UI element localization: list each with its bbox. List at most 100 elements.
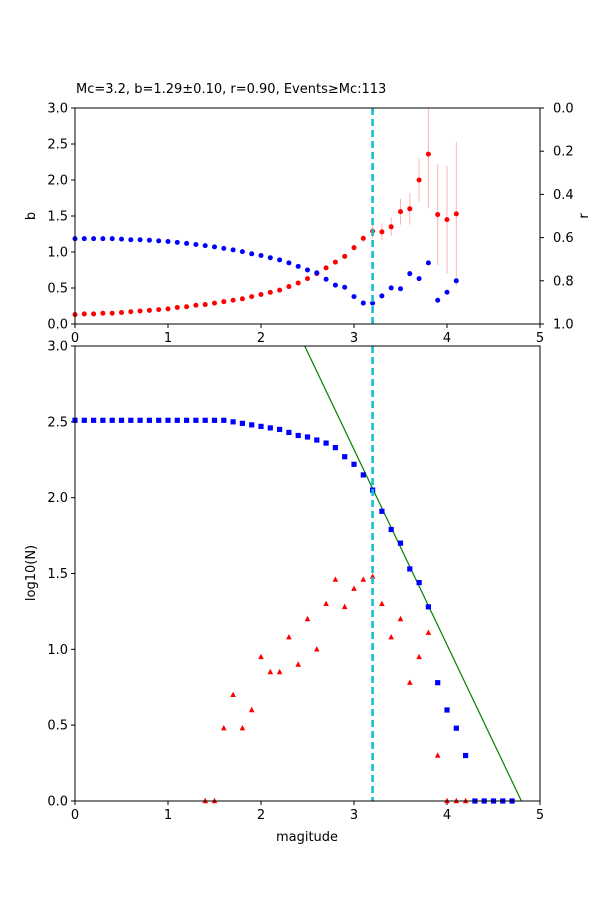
top-point [323, 276, 329, 282]
bottom-point [397, 540, 404, 546]
bottom-x-tick-label: 0 [71, 808, 79, 823]
top-point [416, 177, 422, 183]
bottom-point [277, 426, 283, 433]
top-y-tick-label: 1.0 [47, 246, 68, 261]
top-point [109, 310, 115, 316]
top-panel: Mc=3.2, b=1.29±0.10, r=0.90, Events≥Mc:1… [24, 82, 592, 346]
top-x-tick-label: 1 [164, 331, 172, 346]
top-point [360, 300, 366, 306]
bottom-point [248, 706, 255, 713]
bottom-point [267, 668, 274, 675]
top-right-y-tick-label: 1.0 [553, 318, 574, 333]
top-point [119, 236, 124, 242]
bottom-point [388, 526, 394, 533]
top-point [351, 294, 357, 300]
top-point [416, 276, 422, 282]
bottom-point [360, 472, 366, 478]
bottom-point [425, 604, 431, 610]
bottom-point [230, 691, 236, 698]
bottom-point [295, 432, 301, 439]
top-plot-area: 0 1 2 3 4 5 0.0 0.5 1.0 1.5 2.0 2.5 3.0 0.0 0.2 0.4 0.6 0… [47, 102, 574, 347]
top-point [128, 237, 134, 243]
top-point [342, 284, 348, 290]
bottom-point [91, 417, 97, 423]
bottom-marks [304, 346, 522, 801]
top-point [239, 296, 245, 302]
top-y-axis-label: b [24, 212, 39, 220]
top-point [453, 211, 459, 217]
top-point [425, 260, 431, 266]
top-point [81, 311, 87, 317]
bottom-y-tick-label: 1.0 [47, 643, 68, 658]
bottom-point [435, 680, 441, 686]
top-marks [75, 108, 457, 315]
top-point [137, 237, 143, 243]
top-point [156, 238, 162, 244]
top-point [379, 293, 385, 299]
bottom-point [351, 585, 357, 591]
bottom-x-axis-label: magitude [276, 830, 338, 845]
bottom-panel: 0 1 2 3 4 5 0.0 0.5 1.0 1.5 2.0 2.5 3.0 magitude log… [24, 340, 544, 846]
bottom-y-tick-label: 2.0 [47, 491, 68, 506]
bottom-point [286, 429, 292, 436]
top-point [156, 307, 162, 313]
top-point [323, 265, 329, 271]
top-point [249, 294, 255, 300]
bottom-point [397, 615, 404, 622]
bottom-point [258, 423, 264, 429]
top-point [146, 237, 152, 243]
top-point [128, 309, 134, 315]
top-point [184, 304, 190, 310]
bottom-y-axis-label: log10(N) [24, 545, 39, 601]
bottom-point [463, 752, 469, 759]
top-point [100, 310, 106, 316]
bottom-point [416, 580, 422, 586]
bottom-point [193, 417, 199, 423]
top-right-y-tick-label: 0.2 [553, 145, 574, 160]
top-right-y-tick-label: 0.0 [553, 102, 574, 117]
top-point [165, 238, 171, 244]
top-point [305, 276, 310, 282]
bottom-point [221, 725, 227, 731]
top-y-tick-label: 0.0 [47, 318, 68, 333]
bottom-point [453, 725, 459, 731]
top-point [212, 244, 217, 250]
bottom-point [332, 576, 339, 582]
top-point [332, 259, 338, 265]
top-point [146, 307, 152, 313]
bottom-point [156, 417, 162, 423]
bottom-point [379, 600, 385, 607]
bottom-point [118, 417, 125, 423]
top-point [314, 270, 320, 276]
top-point [174, 239, 180, 245]
bottom-x-tick-label: 3 [350, 808, 358, 823]
top-x-tick-label: 0 [71, 331, 79, 346]
bottom-point [434, 752, 441, 758]
bottom-point [342, 454, 348, 460]
bottom-point [407, 566, 413, 572]
top-point [379, 229, 385, 235]
top-point [184, 240, 190, 246]
bottom-point [314, 437, 320, 443]
top-point [295, 280, 301, 286]
top-y-tick-label: 2.5 [47, 138, 68, 153]
top-point [286, 284, 292, 290]
bottom-point [239, 420, 245, 426]
top-point [444, 217, 450, 223]
bottom-point [276, 668, 283, 675]
top-x-tick-label: 2 [257, 331, 265, 346]
top-point [332, 282, 338, 288]
bottom-plot-area: 0 1 2 3 4 5 0.0 0.5 1.0 1.5 2.0 2.5 3.0 [47, 340, 544, 824]
bottom-y-tick-label: 0.0 [47, 795, 68, 810]
top-point [81, 236, 87, 242]
top-point [407, 206, 413, 212]
top-point [258, 253, 264, 259]
bottom-point [444, 707, 450, 713]
bottom-point [425, 629, 432, 635]
top-point [398, 209, 403, 215]
top-point [109, 236, 115, 242]
bottom-point [341, 603, 348, 610]
top-point [202, 243, 208, 249]
top-point [453, 278, 459, 284]
top-x-tick-label: 5 [536, 331, 544, 346]
